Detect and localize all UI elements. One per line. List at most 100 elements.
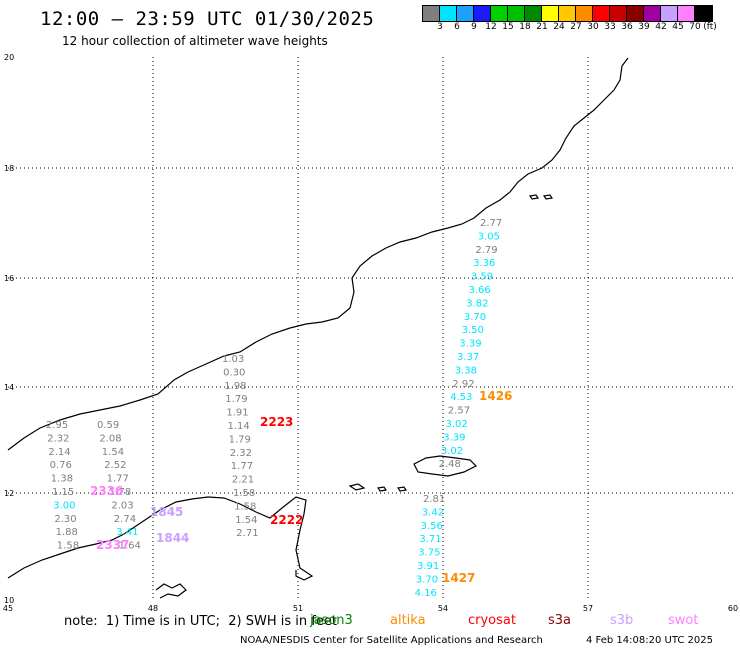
coastline (7, 57, 629, 599)
track-value-mid: 2.21 (232, 475, 254, 486)
colorbar-swatch (423, 6, 440, 21)
latitude-tick-label: 10 (4, 596, 14, 605)
latitude-tick-label: 14 (4, 383, 14, 392)
track-value-mid: 1.58 (234, 501, 256, 512)
colorbar-tick-label: 36 (621, 22, 633, 32)
track-value-east-top: 2.57 (448, 406, 470, 417)
latitude-tick-label: 20 (4, 53, 14, 62)
track-value-east-top: 3.66 (469, 285, 491, 296)
track-value-east-top: 2.79 (475, 245, 497, 256)
track-value-b: 2.08 (99, 433, 121, 444)
small-island-1 (348, 483, 366, 491)
longitude-tick-label: 51 (293, 604, 303, 613)
track-value-a: 0.76 (50, 460, 72, 471)
legend-s3b: s3b (610, 613, 634, 628)
legend-cryosat: cryosat (468, 613, 516, 628)
track-value-east-top: 3.39 (459, 339, 481, 350)
colorbar-unit: (ft) (703, 22, 717, 32)
colorbar-swatch (593, 6, 610, 21)
colorbar-tick-label: 27 (570, 22, 582, 32)
track-value-a: 1.15 (52, 487, 74, 498)
track-value-east-top: 3.37 (457, 352, 479, 363)
track-value-mid: 1.54 (235, 515, 257, 526)
track-value-mid: 1.91 (226, 408, 248, 419)
pass-time-1845: 1845 (150, 505, 183, 519)
track-value-east-top: 3.50 (462, 325, 484, 336)
track-value-east-bottom: 2.81 (423, 494, 445, 505)
track-value-a: 2.14 (48, 447, 70, 458)
track-value-east-bottom: 4.16 (415, 588, 437, 599)
longitude-tick-label: 54 (438, 604, 448, 613)
track-value-b: 0.59 (97, 420, 119, 431)
colorbar-swatch (474, 6, 491, 21)
track-value-mid: 1.14 (228, 421, 250, 432)
track-value-b: 2.74 (114, 514, 136, 525)
colorbar-tick-label: 21 (536, 22, 548, 32)
longitude-tick-label: 57 (583, 604, 593, 613)
track-value-east-bottom: 3.70 (416, 574, 438, 585)
colorbar-tick-label: 6 (454, 22, 460, 32)
colorbar-swatch (508, 6, 525, 21)
colorbar-swatch (678, 6, 695, 21)
socotra-island (413, 455, 478, 477)
track-value-east-top: 2.92 (452, 379, 474, 390)
track-value-b: 1.78 (109, 487, 131, 498)
small-island-4 (528, 194, 540, 200)
colorbar-tick-label: 3 (437, 22, 443, 32)
colorbar-tick-label: 15 (502, 22, 514, 32)
colorbar-swatch (525, 6, 542, 21)
credit-line: NOAA/NESDIS Center for Satellite Applica… (240, 635, 543, 646)
track-value-mid: 1.98 (224, 381, 246, 392)
colorbar-tick-label: 24 (553, 22, 565, 32)
map-title: 12:00 – 23:59 UTC 01/30/2025 (40, 8, 375, 30)
track-value-east-bottom: 3.75 (418, 548, 440, 559)
pass-time-1426: 1426 (479, 389, 512, 403)
track-value-b: 2.03 (111, 500, 133, 511)
colorbar-tick-label: 12 (485, 22, 497, 32)
track-value-east-top: 3.02 (446, 419, 468, 430)
legend-s3a: s3a (548, 613, 572, 628)
track-value-mid: 1.79 (225, 394, 247, 405)
track-value-b: 1.77 (107, 474, 129, 485)
track-value-east-bottom: 3.42 (422, 507, 444, 518)
track-value-east-top: 3.70 (464, 312, 486, 323)
arabian-coastline (7, 496, 314, 581)
track-value-east-bottom: 3.91 (417, 561, 439, 572)
pass-time-2222: 2222 (270, 513, 303, 527)
track-value-east-top: 3.02 (441, 446, 463, 457)
small-island-3 (396, 486, 408, 492)
legend-altika: altika (390, 613, 426, 628)
track-value-a: 2.30 (54, 514, 76, 525)
colorbar-tick-label: 9 (471, 22, 477, 32)
units-note: note: 1) Time is in UTC; 2) SWH is in fe… (64, 614, 337, 629)
graticule: 45 48 51 54 57 60 20 18 16 14 12 10 (3, 53, 738, 613)
track-value-a: 1.58 (57, 541, 79, 552)
colorbar-tick-label: 30 (587, 22, 599, 32)
track-value-east-top: 3.59 (471, 272, 493, 283)
yemen-oman-coastline (7, 57, 629, 451)
track-value-east-bottom: 3.71 (419, 534, 441, 545)
track-value-east-top: 2.77 (480, 218, 502, 229)
track-value-mid: 1.77 (231, 461, 253, 472)
longitude-tick-label: 48 (148, 604, 158, 613)
track-value-a: 1.38 (51, 474, 73, 485)
colorbar-swatch (695, 6, 712, 21)
track-value-b: 3.41 (116, 527, 138, 538)
track-value-b: 1.54 (102, 447, 124, 458)
track-value-b: 1.64 (119, 541, 141, 552)
track-value-east-top: 2.48 (439, 459, 461, 470)
colorbar-tick-label: 33 (604, 22, 616, 32)
generated-timestamp: 4 Feb 14:08:20 UTC 2025 (586, 635, 713, 646)
colorbar-swatch (457, 6, 474, 21)
track-value-east-top: 3.36 (473, 258, 495, 269)
pass-time-2336: 2336 (90, 484, 123, 498)
colorbar-swatch (559, 6, 576, 21)
colorbar-swatch (661, 6, 678, 21)
colorbar-swatch (576, 6, 593, 21)
track-value-a: 1.88 (56, 527, 78, 538)
wave-height-values: 2.95 2.32 2.14 0.76 1.38 1.15 3.00 2.30 1.88 1.58… (46, 218, 502, 599)
track-value-east-top: 3.05 (478, 231, 500, 242)
latitude-tick-label: 12 (4, 489, 14, 498)
latitude-tick-label: 16 (4, 274, 14, 283)
